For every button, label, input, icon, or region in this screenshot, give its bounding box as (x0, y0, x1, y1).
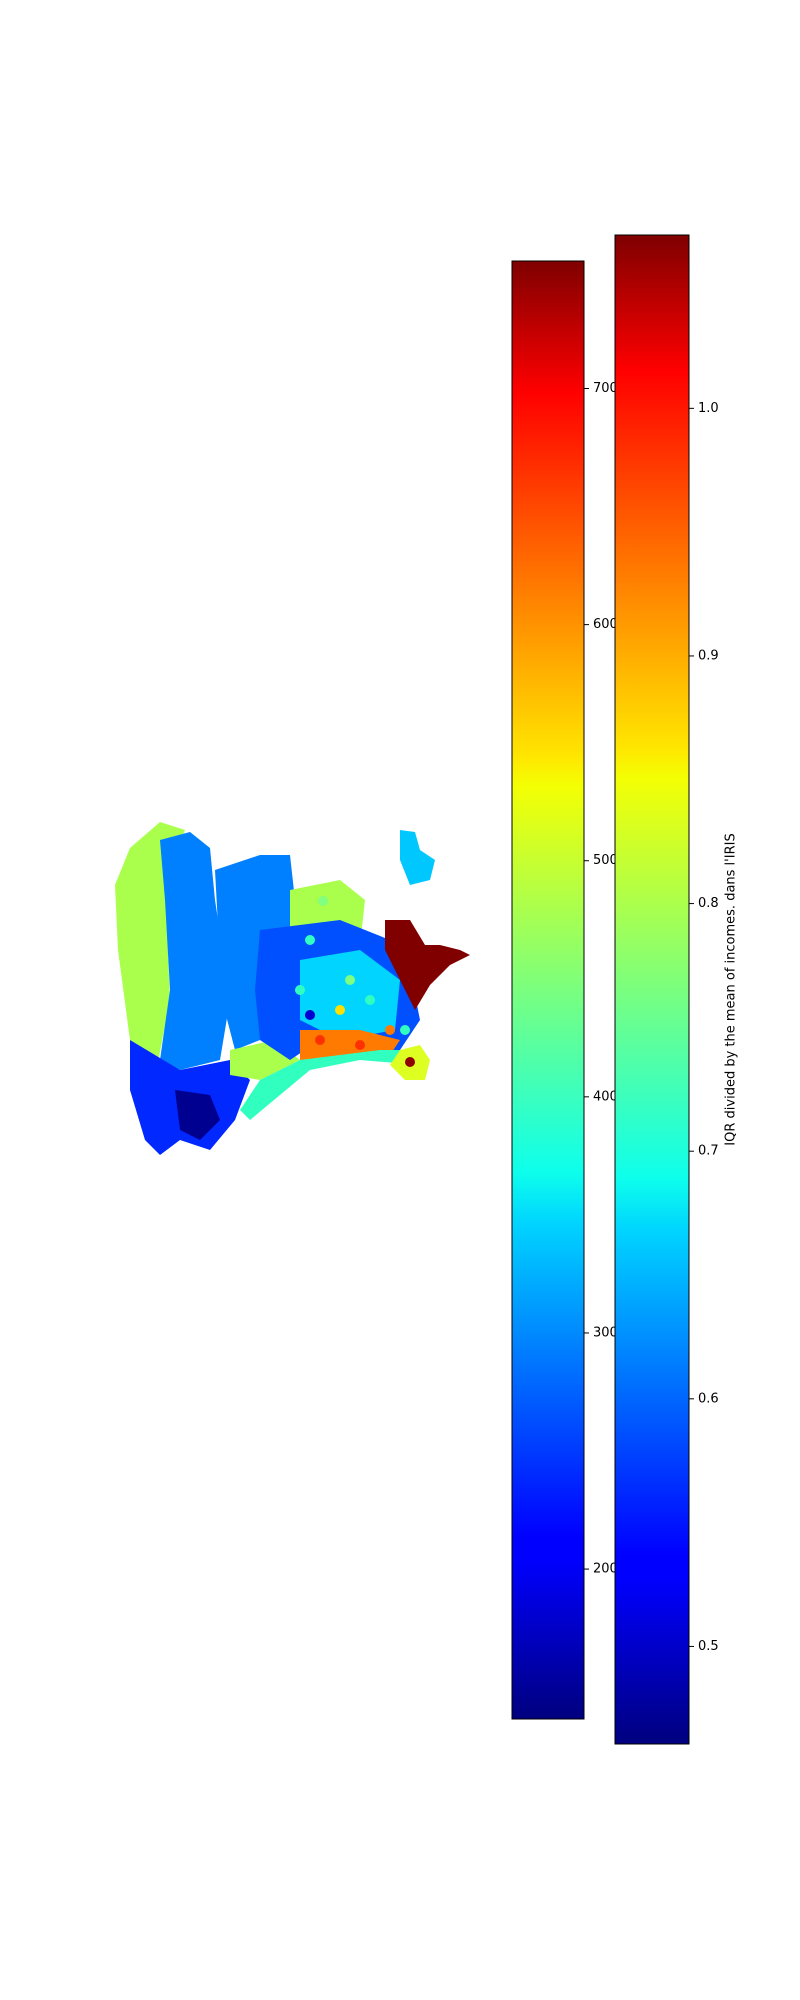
tick-label: 0.7 (698, 1144, 719, 1159)
map-region (160, 832, 230, 1070)
map-point (325, 955, 335, 965)
map-region (400, 830, 435, 885)
colorbar-label: IQR divided by the mean of incomes. dans… (724, 833, 739, 1145)
map (115, 822, 470, 1155)
map-region (240, 1050, 420, 1120)
map-region (115, 822, 185, 1062)
map-region (300, 950, 400, 1040)
map-point (405, 1057, 415, 1067)
map-point (318, 896, 328, 906)
map-point (335, 1005, 345, 1015)
map-region (385, 920, 470, 1010)
map-region (215, 855, 295, 1050)
map-point (355, 1040, 365, 1050)
map-point (305, 935, 315, 945)
map-point (345, 975, 355, 985)
tick-label: 1.0 (698, 401, 719, 416)
map-point (295, 985, 305, 995)
tick-label: 0.8 (698, 896, 719, 911)
colorbar (614, 234, 690, 1745)
colorbar (511, 260, 585, 1720)
map-point (305, 1010, 315, 1020)
map-point (400, 1025, 410, 1035)
tick-label: 0.5 (698, 1639, 719, 1654)
map-point (315, 1035, 325, 1045)
map-region (175, 1090, 220, 1140)
tick-label: 0.6 (698, 1391, 719, 1406)
tick-label: 0.9 (698, 648, 719, 663)
map-point (365, 995, 375, 1005)
map-point (385, 1025, 395, 1035)
